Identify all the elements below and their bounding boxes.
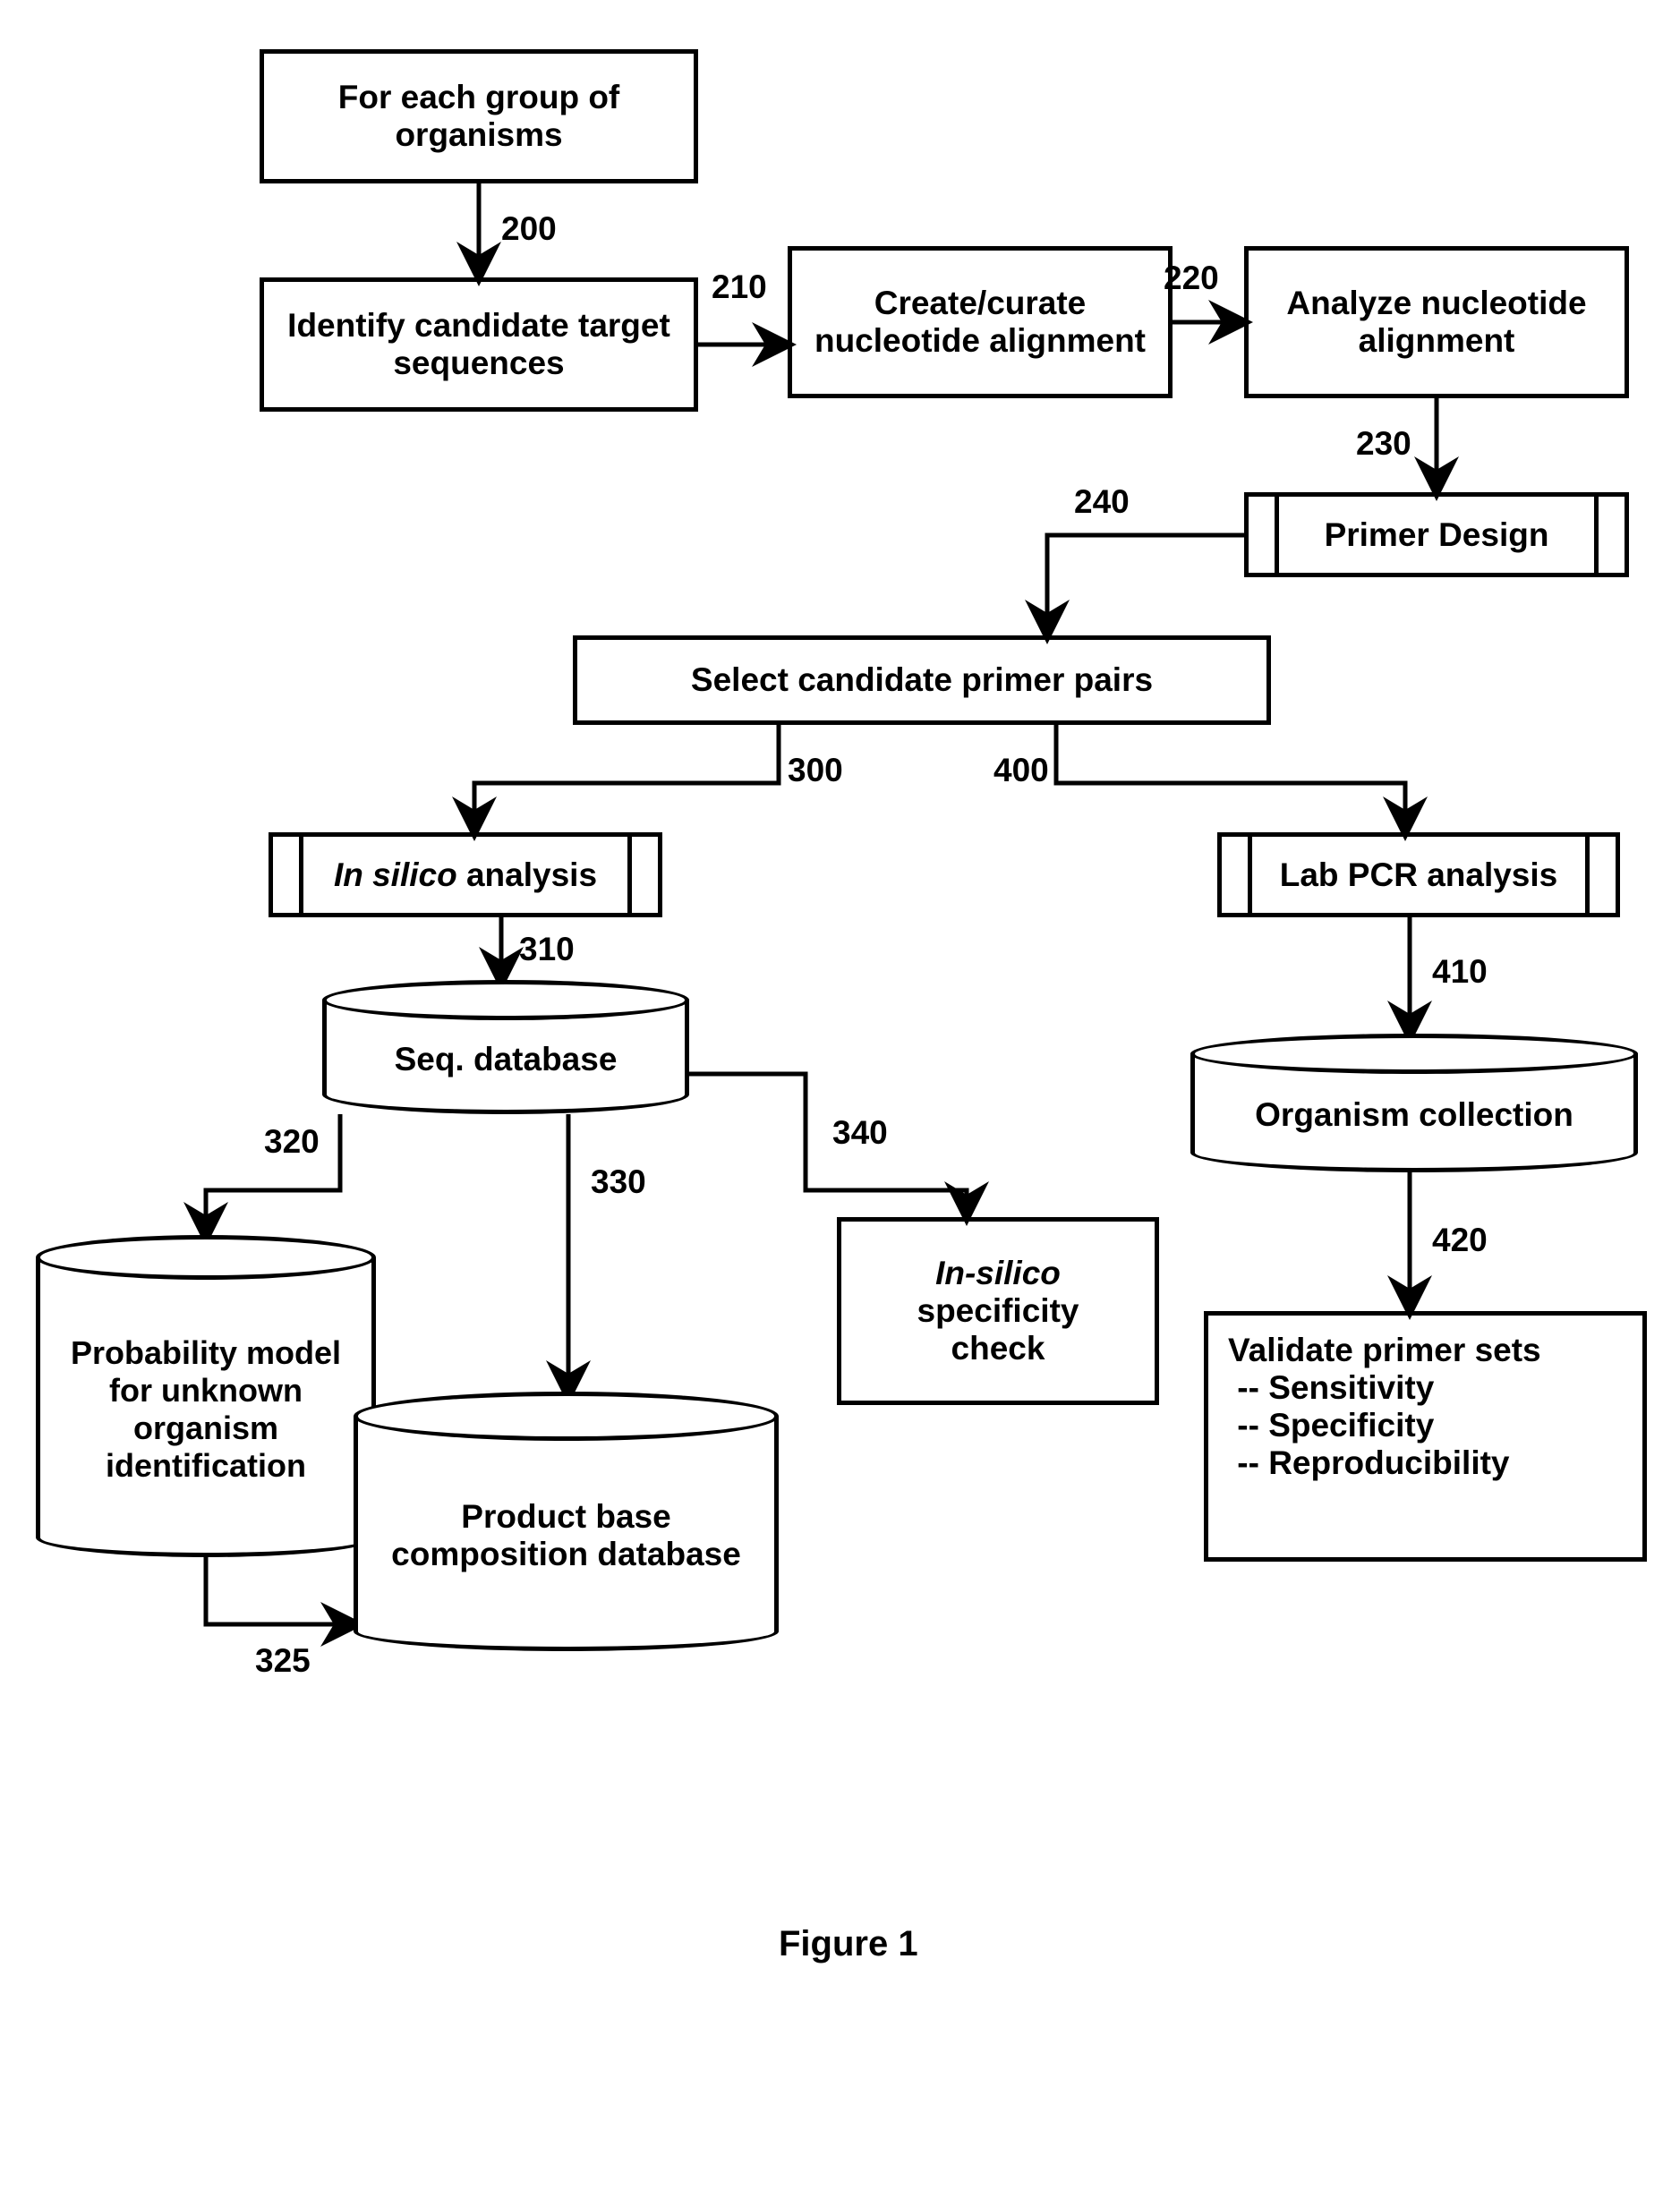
hbox-cap — [1222, 837, 1252, 913]
edge-label-230: 230 — [1356, 425, 1411, 463]
edge-400 — [1056, 725, 1405, 832]
node-for-each: For each group of organisms — [260, 49, 698, 183]
node-label: Lab PCR analysis — [1280, 856, 1558, 894]
node-prob-model: Probability model for unknown organism i… — [36, 1235, 376, 1557]
node-identify: Identify candidate target sequences — [260, 277, 698, 412]
node-create: Create/curate nucleotide alignment — [788, 246, 1173, 398]
cylinder-top — [36, 1235, 376, 1280]
node-label: Identify candidate target sequences — [277, 307, 681, 382]
edge-label-310: 310 — [519, 931, 575, 968]
node-label: In silico analysis — [334, 856, 597, 894]
hbox-cap — [627, 837, 658, 913]
node-label: Product base composition database — [371, 1498, 762, 1573]
cylinder-top — [322, 980, 689, 1020]
node-label: Seq. database — [395, 1041, 618, 1078]
edge-label-320: 320 — [264, 1123, 320, 1161]
cylinder-top — [1190, 1034, 1638, 1074]
edge-325 — [206, 1555, 356, 1624]
hbox-cap — [273, 837, 303, 913]
node-validate: Validate primer sets -- Sensitivity -- S… — [1204, 1311, 1647, 1562]
edge-label-210: 210 — [712, 268, 767, 306]
edge-340 — [689, 1074, 967, 1217]
edge-label-300: 300 — [788, 752, 843, 789]
figure-caption: Figure 1 — [779, 1924, 918, 1964]
node-select: Select candidate primer pairs — [573, 635, 1271, 725]
hbox-cap — [1585, 837, 1616, 913]
node-in-silico-check: In-silicospecificitycheck — [837, 1217, 1159, 1405]
node-label: Create/curate nucleotide alignment — [805, 285, 1156, 360]
edge-label-220: 220 — [1164, 260, 1219, 297]
node-seq-db: Seq. database — [322, 980, 689, 1114]
node-label: Analyze nucleotide alignment — [1261, 285, 1612, 360]
node-label: Probability model for unknown organism i… — [53, 1334, 359, 1485]
node-label: Validate primer sets -- Sensitivity -- S… — [1228, 1332, 1541, 1482]
node-label: In-silicospecificitycheck — [917, 1255, 1079, 1367]
node-analyze: Analyze nucleotide alignment — [1244, 246, 1629, 398]
edge-label-325: 325 — [255, 1642, 311, 1680]
edge-300 — [474, 725, 779, 832]
edge-label-340: 340 — [832, 1114, 888, 1152]
node-primer-design: Primer Design — [1244, 492, 1629, 577]
edge-label-200: 200 — [501, 210, 557, 248]
hbox-cap — [1249, 497, 1279, 573]
node-label: Primer Design — [1325, 516, 1549, 554]
edge-240 — [1047, 535, 1244, 635]
cylinder-top — [354, 1392, 779, 1441]
node-label: For each group of organisms — [277, 79, 681, 154]
edge-label-240: 240 — [1074, 483, 1130, 521]
node-organism: Organism collection — [1190, 1034, 1638, 1172]
edge-label-420: 420 — [1432, 1222, 1488, 1259]
edge-label-400: 400 — [994, 752, 1049, 789]
node-label: Organism collection — [1255, 1096, 1573, 1134]
hbox-cap — [1594, 497, 1625, 573]
edge-label-410: 410 — [1432, 953, 1488, 991]
edge-label-330: 330 — [591, 1163, 646, 1201]
node-in-silico: In silico analysis — [269, 832, 662, 917]
node-label: Select candidate primer pairs — [691, 661, 1153, 699]
node-product-db: Product base composition database — [354, 1392, 779, 1651]
node-lab-pcr: Lab PCR analysis — [1217, 832, 1620, 917]
